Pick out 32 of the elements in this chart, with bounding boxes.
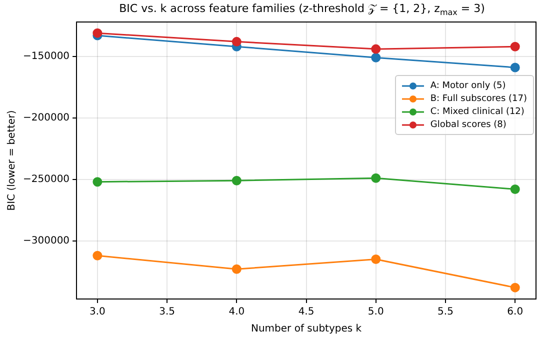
point — [371, 173, 381, 183]
point — [92, 250, 102, 260]
point — [510, 42, 520, 52]
y-tick-label: −300000 — [22, 235, 70, 246]
chart-title: BIC vs. k across feature families (z-threshold 𝒵 = {1, 2}, z$_{max}$ = 3) — [118, 1, 486, 18]
x-axis-title: Number of subtypes k — [250, 324, 362, 335]
legend-label: B: Full subscores (17) — [430, 94, 527, 104]
x-tick-label: 3.5 — [159, 306, 176, 318]
y-axis-title: BIC (lower = better) — [6, 110, 18, 211]
point — [92, 177, 102, 187]
point — [371, 254, 381, 264]
x-tick-label: 6.0 — [507, 306, 524, 318]
point — [232, 36, 242, 46]
point — [510, 184, 520, 194]
legend-label: Global scores (8) — [430, 120, 506, 130]
x-tick-label: 3.0 — [89, 306, 106, 318]
point — [371, 52, 381, 62]
legend-label: C: Mixed clinical (12) — [430, 106, 524, 116]
point — [232, 176, 242, 186]
point — [371, 44, 381, 54]
x-tick-label: 5.0 — [368, 306, 384, 318]
y-tick-label: −150000 — [22, 51, 70, 62]
legend-label: A: Motor only (5) — [430, 80, 506, 90]
point — [510, 282, 520, 292]
point — [92, 28, 102, 38]
x-tick-label: 5.5 — [438, 306, 454, 318]
point — [510, 62, 520, 72]
y-tick-label: −250000 — [22, 174, 70, 185]
y-tick-label: −200000 — [22, 112, 70, 124]
x-tick-label: 4.0 — [228, 306, 245, 318]
point — [232, 264, 242, 274]
x-tick-label: 4.5 — [298, 306, 314, 318]
